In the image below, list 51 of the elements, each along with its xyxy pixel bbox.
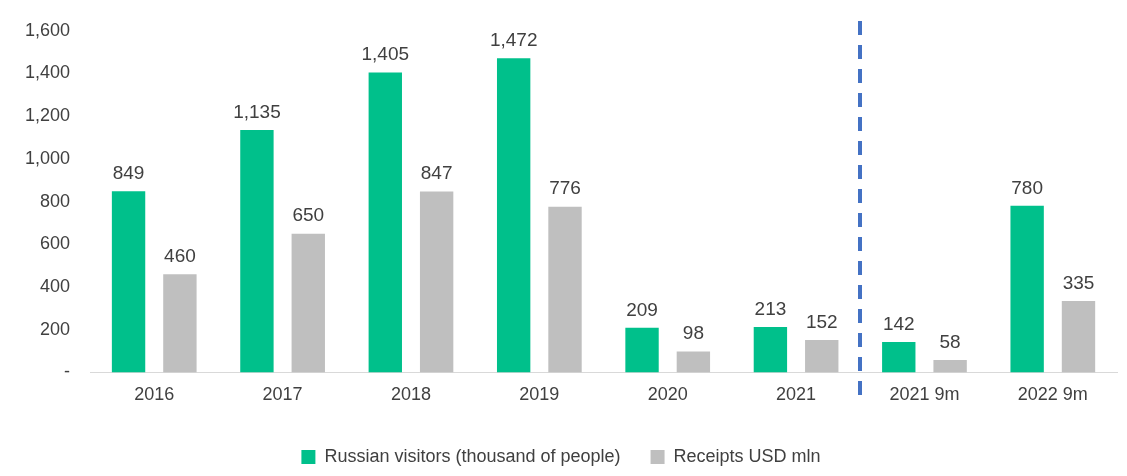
bar xyxy=(1061,300,1096,373)
data-label: 847 xyxy=(420,162,453,184)
bar xyxy=(240,130,274,373)
x-tick-label: 2016 xyxy=(134,384,175,405)
bar xyxy=(753,326,788,373)
bar xyxy=(933,360,967,373)
data-label: 780 xyxy=(1011,176,1043,198)
y-tick-label: 200 xyxy=(40,318,71,339)
data-label: 152 xyxy=(805,310,838,332)
data-label: 1,472 xyxy=(489,28,538,50)
data-label: 1,135 xyxy=(233,100,281,122)
x-tick-label: 2019 xyxy=(519,384,560,405)
bar xyxy=(625,327,659,373)
x-tick-label: 2020 xyxy=(647,384,688,405)
bar xyxy=(163,274,197,373)
x-tick-label: 2017 xyxy=(262,384,303,405)
y-tick-label: 1,000 xyxy=(25,147,71,168)
y-tick-label: 1,400 xyxy=(25,62,71,83)
bar xyxy=(368,72,402,373)
data-label: 849 xyxy=(112,161,145,183)
y-tick-label: 400 xyxy=(40,275,71,296)
x-tick-label: 2021 xyxy=(776,384,817,405)
bar xyxy=(111,191,146,373)
data-label: 776 xyxy=(549,177,581,199)
bar xyxy=(496,58,531,373)
y-tick-label: 800 xyxy=(40,190,71,211)
y-tick-label: 1,600 xyxy=(25,19,71,40)
y-tick-label: 1,200 xyxy=(25,105,71,126)
bar xyxy=(882,342,916,373)
data-label: 98 xyxy=(682,322,704,344)
y-tick-label: - xyxy=(64,361,71,382)
data-label: 142 xyxy=(882,312,915,334)
legend-label: Russian visitors (thousand of people) xyxy=(324,445,621,466)
data-label: 460 xyxy=(164,244,196,266)
data-label: 209 xyxy=(626,298,658,320)
bar xyxy=(805,339,839,373)
bar xyxy=(676,351,711,373)
data-label: 58 xyxy=(939,330,961,352)
bar xyxy=(419,191,454,373)
bar xyxy=(291,233,325,373)
data-label: 213 xyxy=(754,297,787,319)
data-label: 650 xyxy=(292,204,325,226)
x-tick-label: 2022 9m xyxy=(1017,384,1088,405)
x-tick-label: 2018 xyxy=(390,384,431,405)
bar xyxy=(1010,205,1044,373)
y-tick-label: 600 xyxy=(40,233,71,254)
data-label: 335 xyxy=(1062,271,1095,293)
data-label: 1,405 xyxy=(361,43,410,65)
legend-label: Receipts USD mln xyxy=(673,445,821,466)
bar xyxy=(548,206,582,373)
x-tick-label: 2021 9m xyxy=(889,384,960,405)
